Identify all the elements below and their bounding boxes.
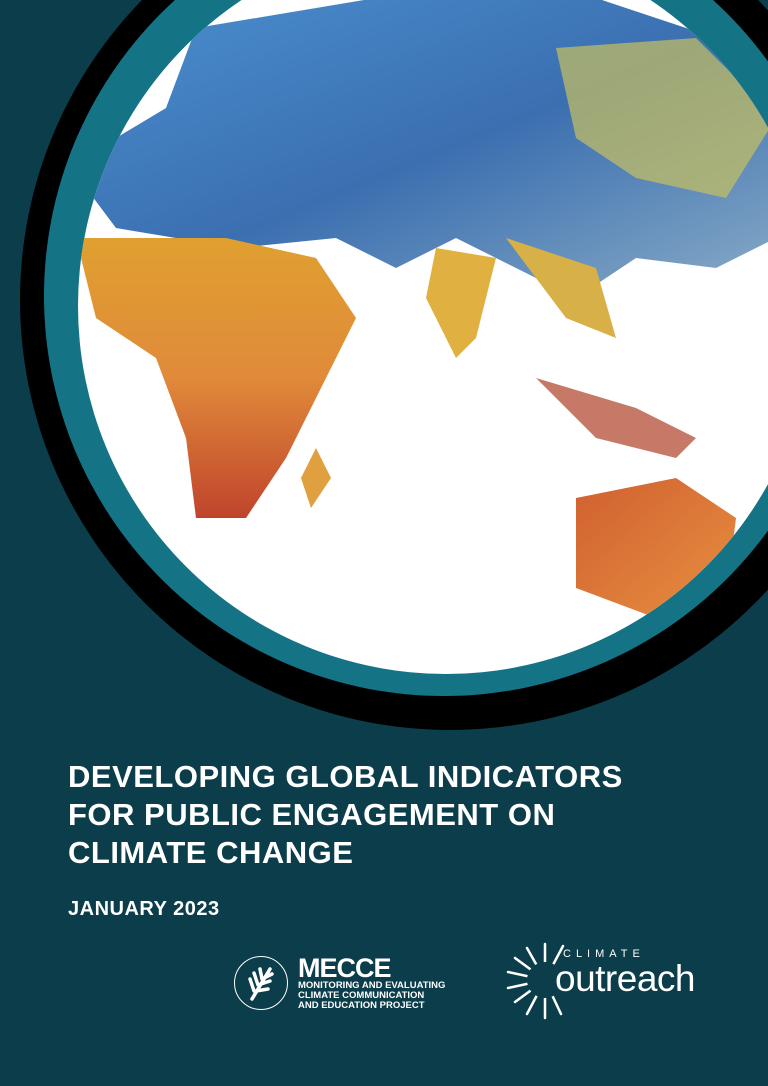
leaf-icon: [234, 956, 288, 1010]
title-line: FOR PUBLIC ENGAGEMENT ON: [68, 797, 556, 832]
mecce-subtitle: AND EDUCATION PROJECT: [298, 1000, 425, 1011]
title-line: CLIMATE CHANGE: [68, 835, 354, 870]
sunburst-icon: [506, 942, 565, 1020]
cover-art: [20, 0, 768, 730]
climate-outreach-logo: CLIMATE outreach: [505, 940, 705, 1020]
mecce-name: MECCE: [298, 953, 392, 983]
mecce-subtitle: CLIMATE COMMUNICATION: [298, 990, 425, 1001]
mecce-subtitle: MONITORING AND EVALUATING: [298, 980, 446, 991]
climate-outreach-small: CLIMATE: [563, 948, 645, 960]
report-date: JANUARY 2023: [68, 898, 220, 920]
title-line: DEVELOPING GLOBAL INDICATORS: [68, 759, 623, 794]
climate-outreach-large: outreach: [555, 958, 696, 999]
report-title: DEVELOPING GLOBAL INDICATORS FOR PUBLIC …: [68, 758, 623, 872]
world-map-shapes: [78, 0, 768, 618]
mecce-logo: MECCE MONITORING AND EVALUATING CLIMATE …: [234, 955, 445, 1011]
